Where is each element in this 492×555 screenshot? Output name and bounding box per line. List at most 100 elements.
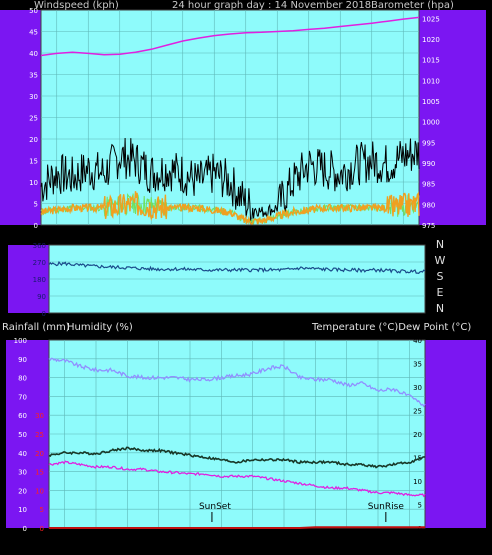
env-x-tick-label: 11 bbox=[59, 541, 70, 551]
barometer-axis-title: Barometer (hpa) bbox=[371, 0, 454, 11]
env-x-tick-label: 07 bbox=[372, 541, 383, 551]
compass-label: N bbox=[436, 238, 444, 251]
wind-left-strip bbox=[0, 10, 41, 225]
sunset-label: SunSet bbox=[199, 502, 231, 512]
barometer-y-tick: 985 bbox=[422, 181, 435, 189]
barometer-y-tick: 1000 bbox=[422, 119, 440, 127]
windspeed-y-tick: 15 bbox=[29, 158, 38, 166]
wind-y-grid bbox=[41, 31, 419, 204]
temperature-y-tick: 20 bbox=[413, 431, 422, 439]
barometer-line bbox=[40, 16, 420, 57]
wind-right-strip bbox=[419, 10, 486, 225]
humidity-y-tick: 50 bbox=[18, 431, 27, 439]
direction-y-tick: 360 bbox=[33, 242, 46, 250]
env-x-tick-label: 05 bbox=[341, 541, 352, 551]
humidity-y-tick: 60 bbox=[18, 412, 27, 420]
rainfall-y-tick: 15 bbox=[35, 469, 44, 477]
rainfall-y-tick: 10 bbox=[35, 487, 44, 495]
rainfall-y-tick: 5 bbox=[40, 506, 44, 514]
dewpoint-line bbox=[48, 460, 426, 498]
direction-y-tick: 0 bbox=[42, 310, 46, 318]
graph-title: 24 hour graph day : 14 November 2018 bbox=[172, 0, 371, 11]
humidity-y-tick: 10 bbox=[18, 506, 27, 514]
wind-x-tick-label: 09 bbox=[398, 232, 410, 242]
temperature-y-tick: 5 bbox=[418, 502, 422, 510]
windspeed-axis-title: Windspeed (kph) bbox=[34, 0, 119, 11]
humidity-y-tick: 70 bbox=[18, 393, 27, 401]
env-x-tick-label: 17 bbox=[153, 541, 164, 551]
barometer-y-tick: 995 bbox=[422, 139, 435, 147]
env-x-tick-label: 23 bbox=[247, 541, 258, 551]
env-x-tick-label: 03 bbox=[310, 541, 321, 551]
windspeed-y-tick: 10 bbox=[29, 179, 38, 187]
sunrise-label: SunRise bbox=[368, 502, 405, 512]
wind-x-tick-label: 21 bbox=[209, 232, 220, 242]
windspeed-y-tick: 40 bbox=[29, 50, 38, 58]
barometer-y-tick: 980 bbox=[422, 201, 435, 209]
wind-x-tick-label: 19 bbox=[177, 232, 189, 242]
humidity-y-tick: 40 bbox=[18, 450, 27, 458]
env-y-grid bbox=[49, 358, 425, 510]
wind-x-tick-label: 17 bbox=[146, 232, 157, 242]
windspeed-y-tick: 25 bbox=[29, 115, 38, 123]
windspeed-y-tick: 50 bbox=[29, 7, 38, 15]
wind-x-tick-label: 01 bbox=[272, 232, 283, 242]
barometer-y-tick: 1005 bbox=[422, 98, 440, 106]
wind-x-tick-label: 07 bbox=[366, 232, 377, 242]
env-left-strip bbox=[6, 340, 49, 528]
windspeed-y-tick: 45 bbox=[29, 29, 38, 37]
windspeed-line bbox=[40, 137, 420, 225]
barometer-y-tick: 990 bbox=[422, 160, 435, 168]
windspeed-y-tick: 0 bbox=[34, 222, 38, 230]
barometer-y-tick: 975 bbox=[422, 222, 435, 230]
direction-y-tick: 90 bbox=[37, 293, 46, 301]
dir-left-strip bbox=[8, 245, 49, 313]
wind-x-tick-label: 11 bbox=[51, 232, 62, 242]
dir-y-grid bbox=[49, 261, 425, 297]
compass-label: N bbox=[436, 302, 444, 315]
barometer-y-tick: 1010 bbox=[422, 77, 440, 85]
windspeed-y-tick: 30 bbox=[29, 93, 38, 101]
env-x-tick-label: 19 bbox=[184, 541, 196, 551]
rainfall-y-tick: 0 bbox=[40, 525, 44, 533]
temperature-y-tick: 0 bbox=[418, 525, 422, 533]
env-x-tick-label: 13 bbox=[90, 541, 101, 551]
wind-x-tick-label: 05 bbox=[335, 232, 346, 242]
direction-y-tick: 180 bbox=[33, 276, 46, 284]
windspeed-y-tick: 35 bbox=[29, 72, 38, 80]
temperature-y-tick: 35 bbox=[413, 361, 422, 369]
rainfall-y-tick: 30 bbox=[35, 412, 44, 420]
temperature-line bbox=[48, 446, 426, 469]
barometer-y-tick: 1025 bbox=[422, 15, 440, 23]
env-x-tick-label: 21 bbox=[216, 541, 227, 551]
temperature-y-tick: 40 bbox=[413, 337, 422, 345]
env-x-tick-label: 01 bbox=[278, 541, 289, 551]
humidity-line bbox=[48, 357, 426, 408]
humidity-y-tick: 20 bbox=[18, 487, 27, 495]
humidity-y-tick: 80 bbox=[18, 375, 27, 383]
wind-x-tick-label: 23 bbox=[240, 232, 251, 242]
barometer-y-tick: 1015 bbox=[422, 57, 440, 65]
env-x-tick-label: 09 bbox=[404, 541, 416, 551]
rainfall-axis-title: Rainfall (mm) bbox=[2, 322, 70, 333]
temperature-y-tick: 30 bbox=[413, 384, 422, 392]
compass-label: W bbox=[435, 254, 446, 267]
compass-label: S bbox=[437, 270, 444, 283]
wind-x-tick-label: 03 bbox=[303, 232, 314, 242]
wind-direction-line bbox=[48, 260, 426, 274]
humidity-y-tick: 30 bbox=[18, 469, 27, 477]
humidity-axis-title: Humidity (%) bbox=[67, 322, 133, 333]
env-right-strip bbox=[425, 340, 486, 528]
windspeed-y-tick: 20 bbox=[29, 136, 38, 144]
humidity-y-tick: 90 bbox=[18, 356, 27, 364]
temperature-y-tick: 10 bbox=[413, 478, 422, 486]
rainfall-y-tick: 25 bbox=[35, 431, 44, 439]
temperature-y-tick: 25 bbox=[413, 408, 422, 416]
rainfall-line bbox=[49, 526, 425, 529]
windspeed-y-tick: 5 bbox=[34, 201, 38, 209]
compass-label: E bbox=[437, 286, 444, 299]
wind-x-tick-label: 13 bbox=[83, 232, 94, 242]
rainfall-y-tick: 20 bbox=[35, 450, 44, 458]
